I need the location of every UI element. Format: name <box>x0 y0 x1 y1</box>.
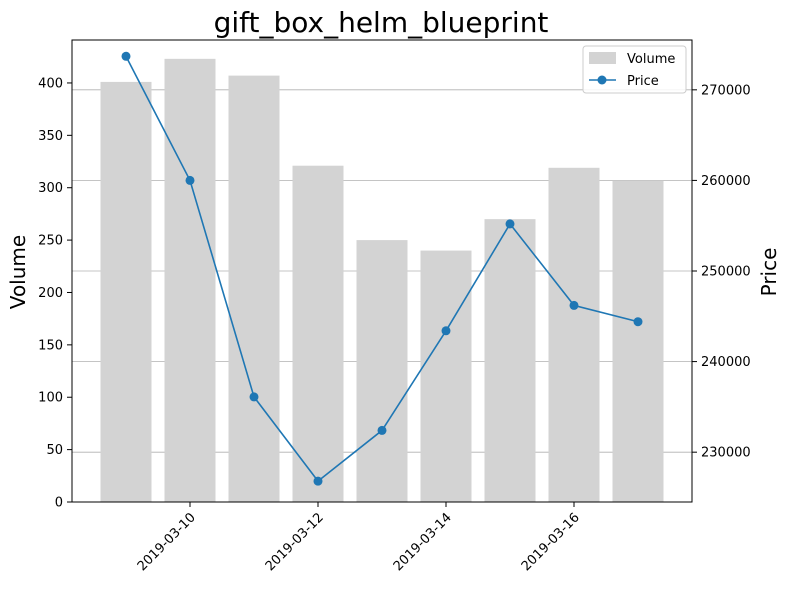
y-right-tick-label: 260000 <box>701 174 751 189</box>
x-tick-label: 2019-03-12 <box>263 510 327 574</box>
y-left-tick-label: 150 <box>38 338 63 353</box>
y-right-tick-label: 250000 <box>701 265 751 280</box>
y-left-tick-label: 300 <box>38 181 63 196</box>
legend-label-volume: Volume <box>627 52 675 67</box>
legend-label-price: Price <box>627 74 659 89</box>
x-tick-label: 2019-03-16 <box>519 510 583 574</box>
volume-bar <box>292 165 344 502</box>
volume-bar <box>164 58 216 502</box>
volume-bar <box>612 180 664 502</box>
volume-bar <box>356 240 408 502</box>
price-line-series <box>121 51 643 486</box>
price-point <box>185 175 195 185</box>
price-point <box>377 425 387 435</box>
y-left-tick-label: 200 <box>38 286 63 301</box>
y-axis-label-right: Price <box>757 248 781 297</box>
y-left-tick-label: 400 <box>38 76 63 91</box>
y-left-tick-label: 250 <box>38 234 63 249</box>
price-point <box>249 392 259 402</box>
legend-swatch-volume <box>589 52 616 64</box>
legend: Volume Price <box>582 45 687 94</box>
volume-bar <box>228 75 280 502</box>
y-left-tick-label: 350 <box>38 129 63 144</box>
y-left-tick-label: 100 <box>38 391 63 406</box>
price-point <box>313 476 323 486</box>
price-point <box>441 326 451 336</box>
y-right-tick-label: 240000 <box>701 355 751 370</box>
chart-title: gift_box_helm_blueprint <box>214 6 549 39</box>
price-point <box>121 51 131 61</box>
y-left-tick-label: 0 <box>55 496 63 511</box>
volume-bar <box>484 219 536 502</box>
price-point <box>569 300 579 310</box>
x-tick-label: 2019-03-10 <box>135 510 199 574</box>
price-point <box>633 317 643 327</box>
y-right-tick-label: 230000 <box>701 446 751 461</box>
legend-swatch-price-marker <box>597 75 607 85</box>
y-left-tick-label: 50 <box>46 443 63 458</box>
volume-bar <box>100 81 152 503</box>
x-tick-label: 2019-03-14 <box>391 510 455 574</box>
price-point <box>505 219 515 229</box>
volume-bar <box>420 250 472 502</box>
y-right-tick-label: 270000 <box>701 83 751 98</box>
y-axis-label-left: Volume <box>6 235 30 309</box>
volume-bars <box>100 58 664 503</box>
volume-bar <box>548 167 600 503</box>
